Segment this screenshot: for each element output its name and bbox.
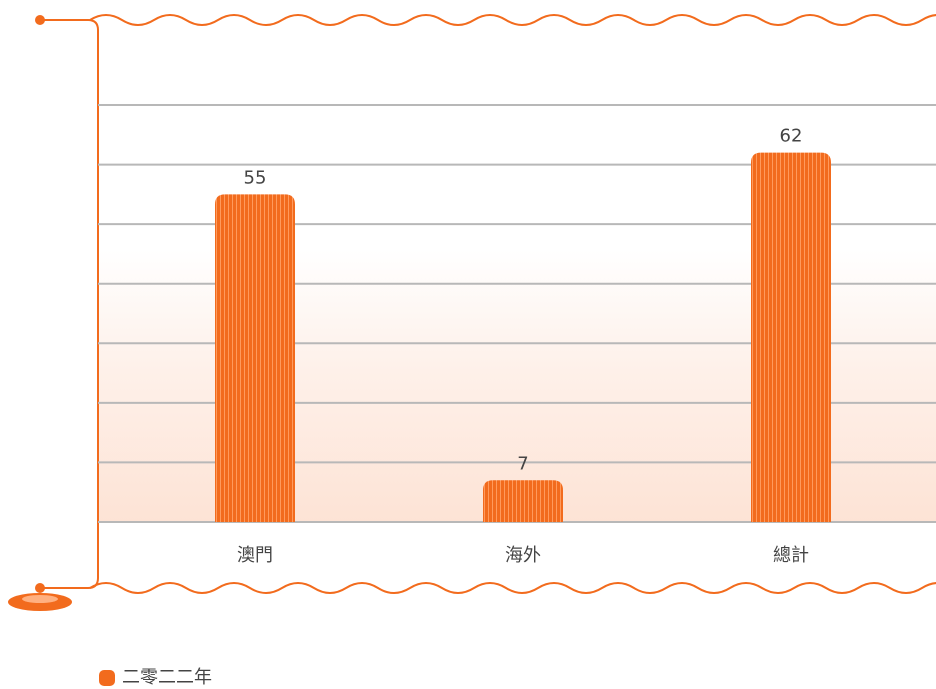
value-label: 55 — [244, 167, 267, 188]
decoration — [8, 14, 936, 611]
legend-swatch — [99, 670, 115, 686]
legend-label: 二零二二年 — [122, 667, 212, 688]
wave — [89, 14, 936, 26]
value-label: 62 — [780, 126, 803, 147]
bar — [215, 194, 295, 522]
value-label: 7 — [517, 453, 528, 474]
x-tick-label: 澳門 — [237, 545, 273, 566]
x-tick-label: 總計 — [773, 545, 809, 566]
x-tick-label: 海外 — [505, 545, 541, 566]
bar — [751, 152, 831, 522]
wave — [89, 582, 936, 594]
bar — [483, 480, 563, 522]
